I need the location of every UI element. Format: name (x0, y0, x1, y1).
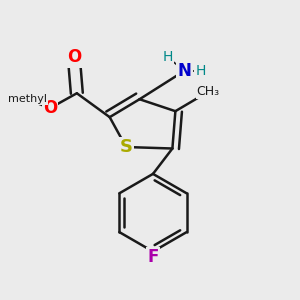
Text: F: F (147, 248, 159, 266)
Text: N: N (177, 62, 191, 80)
Text: H: H (196, 64, 206, 78)
Text: O: O (67, 48, 81, 66)
Text: CH₃: CH₃ (197, 85, 220, 98)
Text: O: O (43, 99, 57, 117)
Text: methyl: methyl (8, 94, 47, 104)
Text: S: S (120, 138, 133, 156)
Text: H: H (163, 50, 173, 64)
